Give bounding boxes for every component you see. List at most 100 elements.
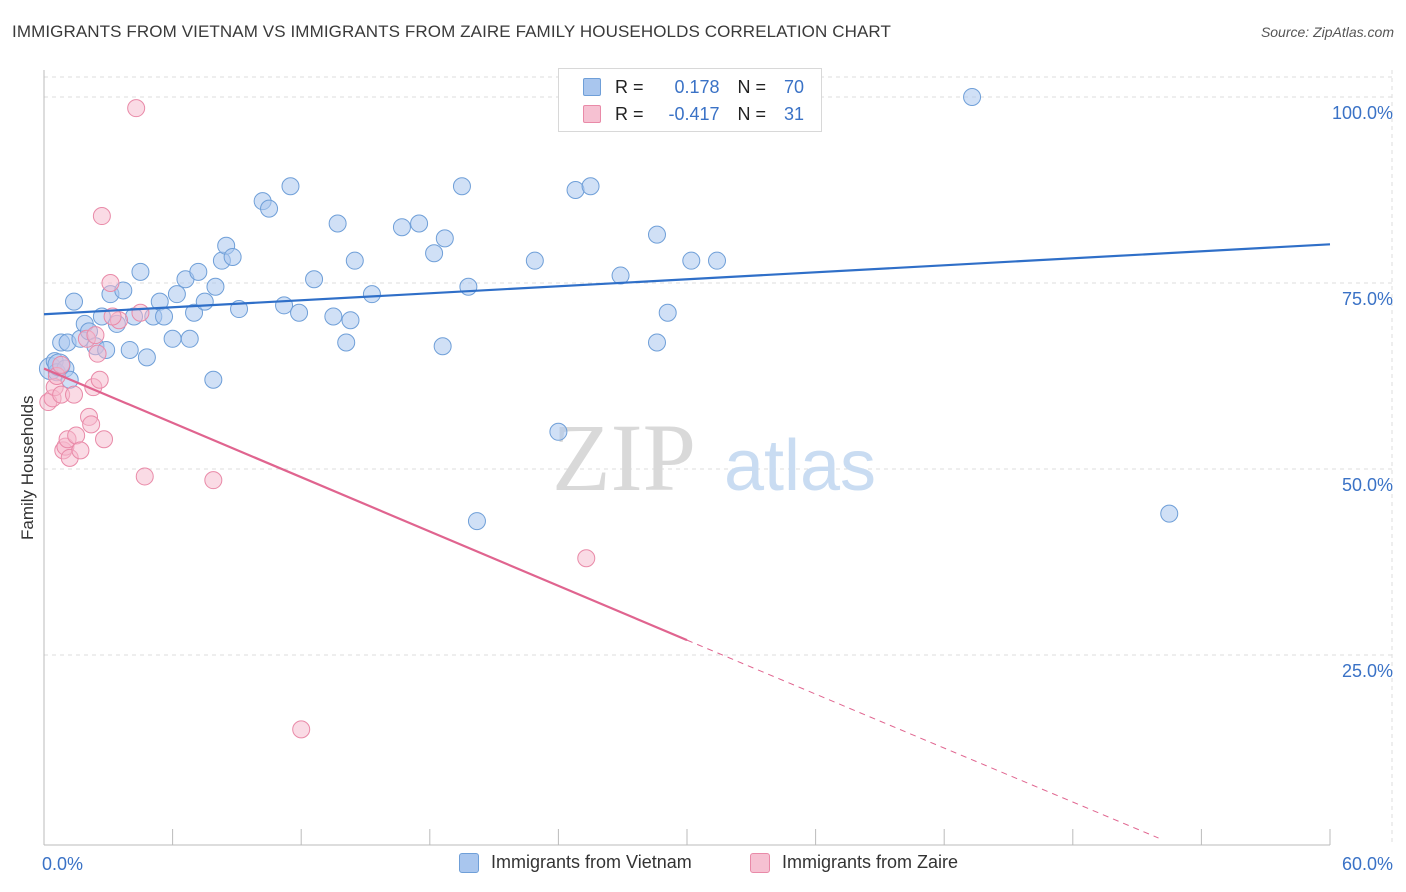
data-point-vietnam [682,251,701,270]
legend-item-label: Immigrants from Zaire [782,852,959,872]
axes [43,70,1331,846]
data-point-vietnam [167,285,186,304]
data-point-vietnam [611,266,630,285]
trendline-vietnam [43,243,1331,316]
legend-n-value: 70 [784,76,805,97]
data-point-vietnam [65,292,84,311]
legend-swatch-vietnam [459,852,479,873]
data-point-vietnam [137,348,156,367]
data-point-zaire [82,415,101,434]
data-point-vietnam [341,311,360,330]
correlation-legend: R = 0.178 N = 70 R = -0.417 N = 31 [558,68,822,132]
legend-swatch-vietnam [583,78,601,96]
data-point-zaire [135,467,154,486]
data-point-zaire [65,385,84,404]
data-point-vietnam [275,296,294,315]
data-point-zaire [67,426,86,445]
data-point-vietnam [163,329,182,348]
series-zaire-points [39,99,596,739]
data-point-vietnam [345,251,364,270]
data-point-vietnam [155,307,174,326]
legend-item-vietnam[interactable]: Immigrants from Vietnam [459,852,692,873]
legend-item-label: Immigrants from Vietnam [491,852,692,872]
x-tick-label: 60.0% [1342,854,1393,874]
legend-r-value: 0.178 [674,76,720,97]
chart-title: IMMIGRANTS FROM VIETNAM VS IMMIGRANTS FR… [12,22,891,41]
data-point-vietnam [195,292,214,311]
legend-r-label: R = [615,103,644,124]
trendline-zaire [686,639,1159,839]
data-point-vietnam [581,177,600,196]
x-tick-label: 0.0% [42,854,83,874]
data-point-zaire [90,370,109,389]
data-point-vietnam [362,285,381,304]
data-point-zaire [103,307,122,326]
data-point-vietnam [392,218,411,237]
legend-r-label: R = [615,76,644,97]
legend-n-value: 31 [784,103,805,124]
watermark-atlas: atlas [724,426,876,506]
data-point-vietnam [337,333,356,352]
legend-swatch-zaire [750,852,770,873]
data-point-vietnam [435,229,454,248]
trendline-zaire [43,367,688,642]
data-point-zaire [577,549,596,568]
data-point-vietnam [1160,504,1179,523]
data-point-vietnam [410,214,429,233]
data-point-vietnam [204,370,223,389]
data-point-zaire [101,274,120,292]
data-point-vietnam [963,88,982,106]
legend-item-zaire[interactable]: Immigrants from Zaire [750,852,958,873]
data-point-vietnam [206,277,225,296]
legend-row-zaire: R = -0.417 N = 31 [583,102,804,126]
data-point-vietnam [658,303,677,322]
legend-r-value: -0.417 [668,103,720,124]
legend-swatch-zaire [583,105,601,123]
data-point-vietnam [189,262,208,281]
data-point-vietnam [525,251,544,270]
data-point-vietnam [180,329,199,348]
data-point-vietnam [290,303,309,322]
data-point-vietnam [305,270,324,289]
data-point-zaire [204,471,223,490]
series-legend: Immigrants from Vietnam Immigrants from … [0,852,1406,878]
tick-labels: 25.0% 50.0% 75.0% 100.0% 0.0% 60.0% [42,103,1393,874]
y-tick-label: 50.0% [1342,475,1393,495]
data-point-vietnam [647,333,666,352]
data-point-vietnam [324,307,343,326]
data-point-zaire [71,441,90,460]
data-point-zaire [92,207,111,226]
legend-n-label: N = [737,103,767,124]
source-credit: Source: ZipAtlas.com [1260,24,1394,40]
gridlines [44,70,1393,845]
data-point-vietnam [467,512,486,531]
watermark: ZIP atlas [552,404,876,511]
data-point-vietnam [281,177,300,196]
data-point-zaire [127,99,146,118]
data-point-zaire [86,326,105,345]
legend-row-vietnam: R = 0.178 N = 70 [583,75,804,99]
data-point-zaire [131,303,150,322]
data-point-zaire [292,720,311,739]
data-point-vietnam [647,225,666,244]
data-point-vietnam [459,277,478,296]
data-point-vietnam [185,303,204,322]
data-point-vietnam [452,177,471,196]
trendlines [43,243,1331,839]
data-point-vietnam [120,340,139,359]
data-point-vietnam [708,251,727,270]
data-point-vietnam [566,181,585,199]
data-point-vietnam [433,337,452,356]
y-tick-label: 75.0% [1342,289,1393,309]
data-point-vietnam [328,214,347,233]
data-point-zaire [95,430,114,449]
y-tick-label: 25.0% [1342,661,1393,681]
data-point-vietnam [549,422,568,441]
y-axis-label: Family Households [18,395,37,540]
legend-n-label: N = [737,76,767,97]
watermark-zip: ZIP [552,404,696,511]
data-point-vietnam [131,262,150,281]
data-point-zaire [52,355,71,374]
data-point-vietnam [223,247,242,266]
